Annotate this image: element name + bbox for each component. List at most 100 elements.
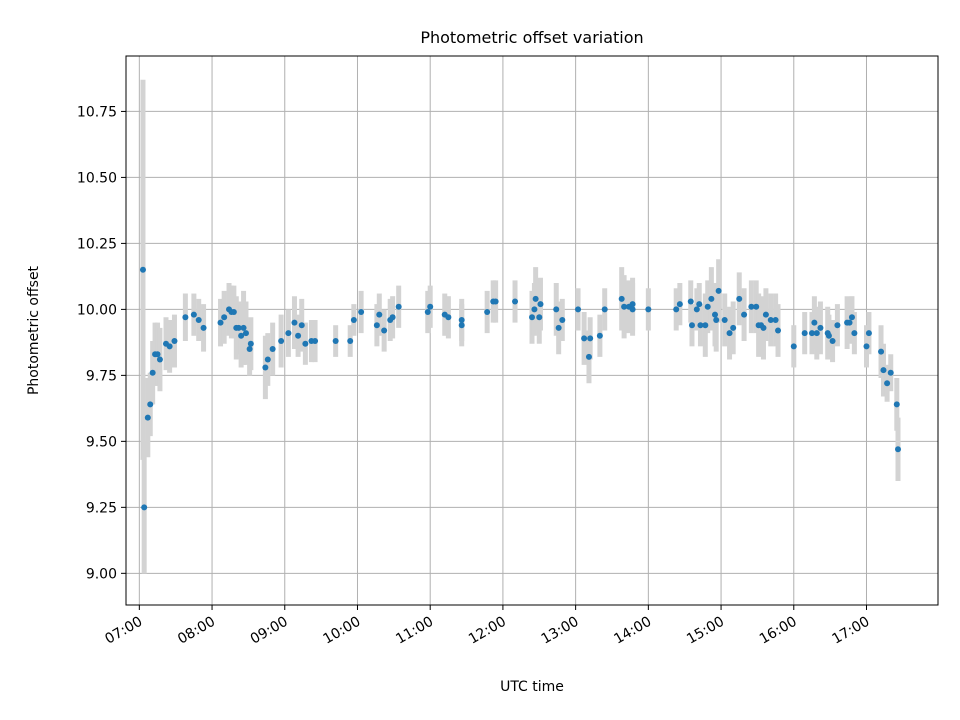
data-point <box>242 330 249 337</box>
data-point <box>676 301 683 308</box>
data-point <box>708 295 715 302</box>
data-point <box>596 332 603 339</box>
data-point <box>238 332 245 339</box>
data-point <box>291 319 298 326</box>
y-tick-label: 9.50 <box>86 434 117 450</box>
data-point <box>445 314 452 321</box>
data-point <box>269 345 276 352</box>
data-point <box>753 303 760 310</box>
data-point <box>696 301 703 308</box>
data-point <box>424 309 431 316</box>
data-point <box>395 303 402 310</box>
data-point <box>195 316 202 323</box>
data-point <box>762 311 769 318</box>
data-point <box>865 330 872 337</box>
data-point <box>629 306 636 313</box>
data-point <box>702 322 709 329</box>
data-point <box>141 504 148 511</box>
data-point <box>389 314 396 321</box>
data-point <box>895 446 902 453</box>
data-point <box>811 319 818 326</box>
data-point <box>801 330 808 337</box>
data-point <box>645 306 652 313</box>
data-point <box>427 303 434 310</box>
data-point <box>373 322 380 329</box>
y-tick-label: 9.00 <box>86 566 117 582</box>
data-point <box>697 322 704 329</box>
data-point <box>230 309 237 316</box>
data-point <box>817 324 824 331</box>
data-point <box>808 330 815 337</box>
data-point <box>332 338 339 345</box>
data-point <box>246 345 253 352</box>
data-point <box>767 316 774 323</box>
data-point <box>553 306 560 313</box>
data-point <box>531 306 538 313</box>
chart-title: Photometric offset variation <box>420 28 643 47</box>
data-point <box>629 301 636 308</box>
data-point <box>834 322 841 329</box>
y-tick-label: 10.50 <box>77 170 117 186</box>
y-tick-label: 10.00 <box>77 302 117 318</box>
data-point <box>715 287 722 294</box>
data-point <box>285 330 292 337</box>
data-point <box>156 356 163 363</box>
data-point <box>298 322 305 329</box>
data-point <box>760 324 767 331</box>
y-tick-label: 10.25 <box>77 236 117 252</box>
data-point <box>190 311 197 318</box>
data-point <box>537 301 544 308</box>
data-point <box>302 340 309 347</box>
data-point <box>621 303 628 310</box>
data-point <box>581 335 588 342</box>
data-point <box>295 332 302 339</box>
data-point <box>880 367 887 374</box>
data-point <box>182 314 189 321</box>
data-point <box>878 348 885 355</box>
data-point <box>240 324 247 331</box>
data-point <box>171 338 178 345</box>
data-point <box>790 343 797 350</box>
data-point <box>350 316 357 323</box>
data-point <box>149 369 156 376</box>
data-point <box>721 316 728 323</box>
data-point <box>458 322 465 329</box>
data-point <box>512 298 519 305</box>
data-point <box>863 343 870 350</box>
data-point <box>601 306 608 313</box>
y-axis-label: Photometric offset <box>26 265 42 395</box>
data-point <box>730 324 737 331</box>
data-point <box>618 295 625 302</box>
data-point <box>484 309 491 316</box>
data-points <box>139 266 902 511</box>
data-point <box>848 314 855 321</box>
data-point <box>887 369 894 376</box>
data-point <box>585 353 592 360</box>
data-point <box>893 401 900 408</box>
y-tick-label: 9.25 <box>86 500 117 516</box>
data-point <box>772 316 779 323</box>
data-point <box>492 298 499 305</box>
y-axis-ticks: 9.00 9.25 9.50 9.75 10.00 10.25 10.50 10.75 <box>77 104 126 582</box>
x-axis-label: UTC time <box>500 679 564 695</box>
data-point <box>713 316 720 323</box>
data-point <box>813 330 820 337</box>
data-point <box>264 356 271 363</box>
data-point <box>712 311 719 318</box>
data-point <box>884 380 891 387</box>
data-point <box>278 338 285 345</box>
data-point <box>144 414 151 421</box>
data-point <box>587 335 594 342</box>
data-point <box>221 314 228 321</box>
data-point <box>851 330 858 337</box>
data-point <box>726 330 733 337</box>
data-point <box>381 327 388 334</box>
data-point <box>154 351 161 358</box>
data-point <box>376 311 383 318</box>
data-point <box>532 295 539 302</box>
data-point <box>846 319 853 326</box>
data-point <box>555 324 562 331</box>
data-point <box>358 309 365 316</box>
data-point <box>536 314 543 321</box>
